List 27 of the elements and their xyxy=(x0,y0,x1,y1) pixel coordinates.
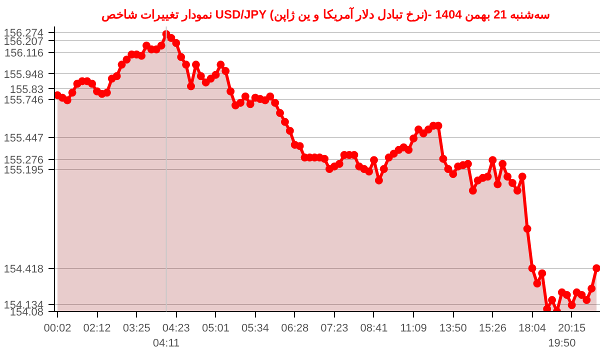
y-tick-label: 155.948 xyxy=(4,68,44,81)
x-tick-label: 04:11 xyxy=(152,338,180,350)
x-tick-label: 03:25 xyxy=(122,322,150,334)
x-tick-label: 04:23 xyxy=(162,322,190,334)
x-tick-label: 02:12 xyxy=(83,322,111,334)
y-tick-label: 155.276 xyxy=(4,154,44,166)
chart-title: نمودار تغییرات شاخص USD/JPY (نرخ تبادل دلار آمریکا و ین ژاپن)- سه‌شنبه 21 بهمن 1404 xyxy=(101,6,550,22)
x-tick-label: 11:09 xyxy=(400,322,427,334)
x-tick-label: 18:04 xyxy=(518,322,546,334)
x-tick-label: 19:50 xyxy=(548,338,576,350)
x-tick-label: 08:41 xyxy=(360,322,388,334)
y-tick-label: 154.08 xyxy=(10,306,44,318)
x-tick-label: 06:28 xyxy=(281,322,309,334)
x-tick-label: 13:50 xyxy=(439,322,467,334)
y-tick-label: 155.83 xyxy=(10,84,44,96)
x-tick-label: 05:34 xyxy=(242,322,270,334)
x-tick-label: 15:26 xyxy=(478,322,506,334)
y-tick-label: 156.116 xyxy=(4,47,44,60)
x-tick-label: 20:15 xyxy=(558,322,586,334)
y-tick-label: 156.207 xyxy=(4,36,44,48)
y-tick-label: 155.195 xyxy=(4,164,44,177)
x-tick-label: 05:01 xyxy=(202,322,230,334)
y-tick-label: 155.447 xyxy=(4,132,44,145)
y-tick-label: 155.746 xyxy=(4,94,44,107)
x-tick-label: 00:02 xyxy=(44,322,72,334)
y-tick-label: 154.418 xyxy=(4,263,44,276)
x-tick-label: 07:23 xyxy=(320,322,348,334)
